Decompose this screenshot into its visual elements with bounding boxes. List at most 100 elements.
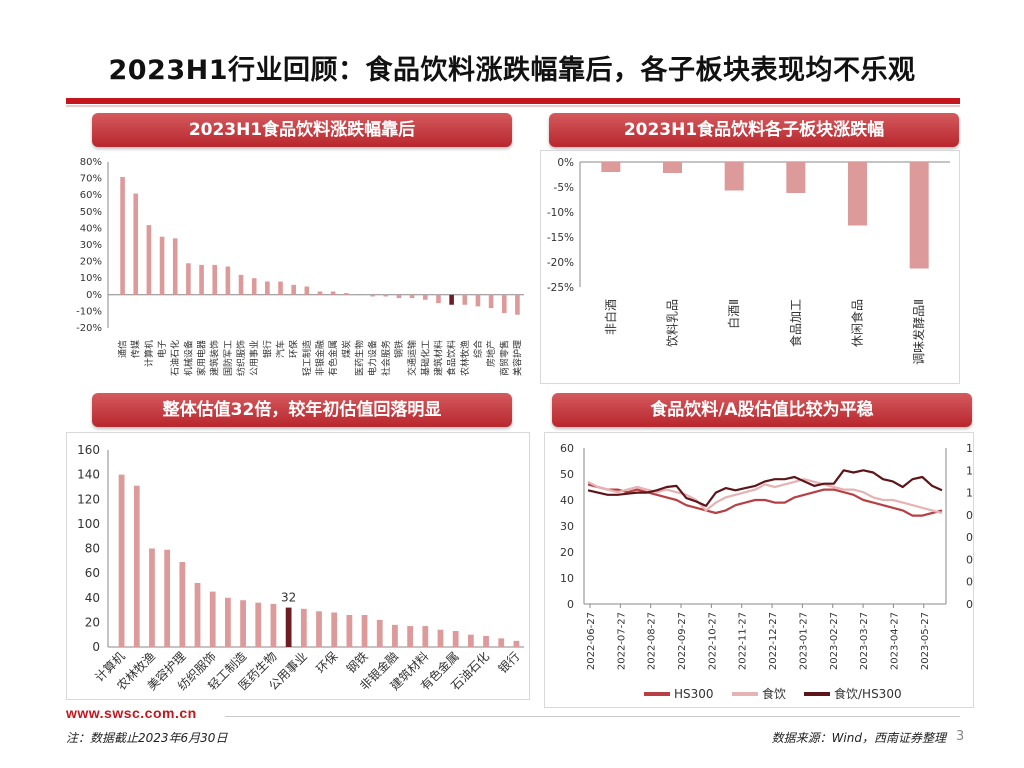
x-tick-label: 2023-01-27 (798, 612, 809, 670)
x-tick-label: 公用事业 (248, 340, 260, 376)
x-tick-label: 建筑材料 (432, 340, 444, 376)
x-tick-label: 调味发酵品Ⅱ (911, 299, 926, 365)
y-tick-label: -20% (547, 257, 574, 269)
chart2-frame (540, 150, 960, 384)
x-tick-label: 2023-04-27 (889, 612, 900, 670)
bar (285, 607, 292, 647)
x-tick-label: 农林牧渔 (459, 340, 471, 376)
y-tick-label: 60% (80, 190, 102, 201)
x-tick-label: 国防军工 (222, 340, 234, 376)
x-tick-label: 2022-12-27 (768, 612, 779, 670)
y-right-tick-label: 0.8 (966, 509, 974, 522)
y-tick-label: -15% (547, 232, 574, 244)
bar (265, 281, 270, 295)
x-tick-label: 白酒Ⅱ (726, 299, 741, 329)
bar (179, 562, 186, 647)
bar (376, 619, 383, 647)
y-tick-label: -25% (547, 282, 574, 294)
bar (383, 294, 389, 297)
y-tick-label: -10% (547, 207, 574, 219)
x-tick-label: 2022-06-27 (586, 612, 597, 670)
bar (515, 294, 520, 315)
x-tick-label: 有色金属 (327, 340, 339, 376)
chart1-svg: -20% -10% 0% 10% 20% 30% 40% 50% 60% 70% 80% 通信 传媒 计算… (76, 157, 524, 376)
legend-label: 食饮/HS300 (834, 686, 902, 701)
bar (724, 162, 744, 191)
y-tick-label: 20% (80, 257, 102, 268)
y-right-tick-label: 1.0 (966, 487, 974, 500)
bar (149, 548, 155, 647)
y-tick-label: 0% (557, 157, 574, 169)
x-tick-label: 钢铁 (393, 340, 405, 358)
y-right-tick-label: 0.0 (966, 598, 974, 611)
bar (422, 626, 429, 647)
x-tick-label: 饮料乳品 (666, 299, 680, 347)
bar (344, 293, 349, 295)
bar (462, 294, 468, 305)
page-number: 3 (956, 729, 965, 744)
bar (209, 591, 216, 647)
y-tick-label: 30% (80, 240, 102, 251)
bar (475, 294, 481, 307)
y-right-tick-label: 1.4 (966, 442, 974, 455)
chart4-panel: 0 10 20 30 40 50 60 0.0 0.2 0.4 0.6 0.8 1.0 1.2 1.4 202… (544, 432, 974, 708)
y-tick-label: 60 (85, 566, 100, 580)
footer-divider (225, 716, 960, 717)
y-left-tick-label: 0 (567, 598, 574, 611)
bar (449, 294, 454, 305)
x-tick-label: 建筑装饰 (209, 340, 221, 376)
y-tick-label: -20% (76, 323, 102, 334)
y-tick-label: 20 (85, 615, 100, 629)
footer-url[interactable]: www.swsc.com.cn (66, 705, 197, 721)
y-left-tick-label: 50 (560, 468, 574, 481)
bar (437, 629, 444, 647)
x-tick-label: 房地产 (485, 340, 497, 367)
bar (212, 264, 218, 295)
y-tick-label: -10% (76, 306, 102, 317)
bar (172, 238, 178, 295)
bar (251, 278, 257, 295)
bar (255, 602, 262, 647)
bar (199, 264, 204, 295)
x-tick-label: 环保 (288, 340, 300, 358)
chart1-banner: 2023H1食品饮料涨跌幅靠后 (92, 113, 512, 147)
x-tick-label: 环保 (313, 649, 340, 676)
x-tick-label: 非白酒 (603, 299, 618, 335)
legend-label: HS300 (674, 687, 714, 701)
y-tick-label: 0 (92, 640, 100, 654)
bar (422, 294, 428, 300)
bar (786, 162, 806, 193)
bar (304, 286, 310, 295)
bar (270, 603, 277, 647)
footer-note: 注：数据截止2023年6月30日 (66, 731, 228, 745)
bar (357, 294, 362, 296)
bar (483, 635, 489, 647)
y-left-tick-label: 30 (560, 520, 574, 533)
x-tick-label: 商贸零售 (498, 340, 510, 376)
x-tick-label: 银行 (496, 649, 523, 676)
x-tick-label: 美容护理 (511, 340, 523, 376)
y-right-tick-label: 0.2 (966, 576, 974, 589)
bar (194, 582, 201, 647)
y-left-tick-label: 60 (560, 442, 574, 455)
x-tick-label: 轻工制造 (301, 340, 313, 376)
bar (513, 640, 520, 647)
y-right-tick-label: 0.4 (966, 553, 974, 566)
x-tick-label: 非银金融 (314, 340, 326, 376)
bar (118, 474, 125, 647)
bar (498, 638, 505, 647)
page-title: 2023H1行业回顾：食品饮料涨跌幅靠后，各子板块表现均不乐观 (108, 55, 916, 86)
title-underline (66, 98, 960, 104)
y-tick-label: 0% (86, 290, 102, 301)
bar (133, 485, 140, 647)
chart3-banner: 整体估值32倍，较年初估值回落明显 (92, 393, 512, 427)
x-tick-label: 综合 (472, 340, 484, 358)
x-tick-label: 基础化工 (419, 340, 431, 376)
series-line (587, 469, 943, 508)
bar (396, 294, 402, 299)
bar (601, 162, 621, 172)
x-tick-label: 电子 (156, 340, 168, 358)
bar (225, 597, 231, 647)
bar (370, 294, 375, 297)
chart3-frame (66, 432, 530, 700)
